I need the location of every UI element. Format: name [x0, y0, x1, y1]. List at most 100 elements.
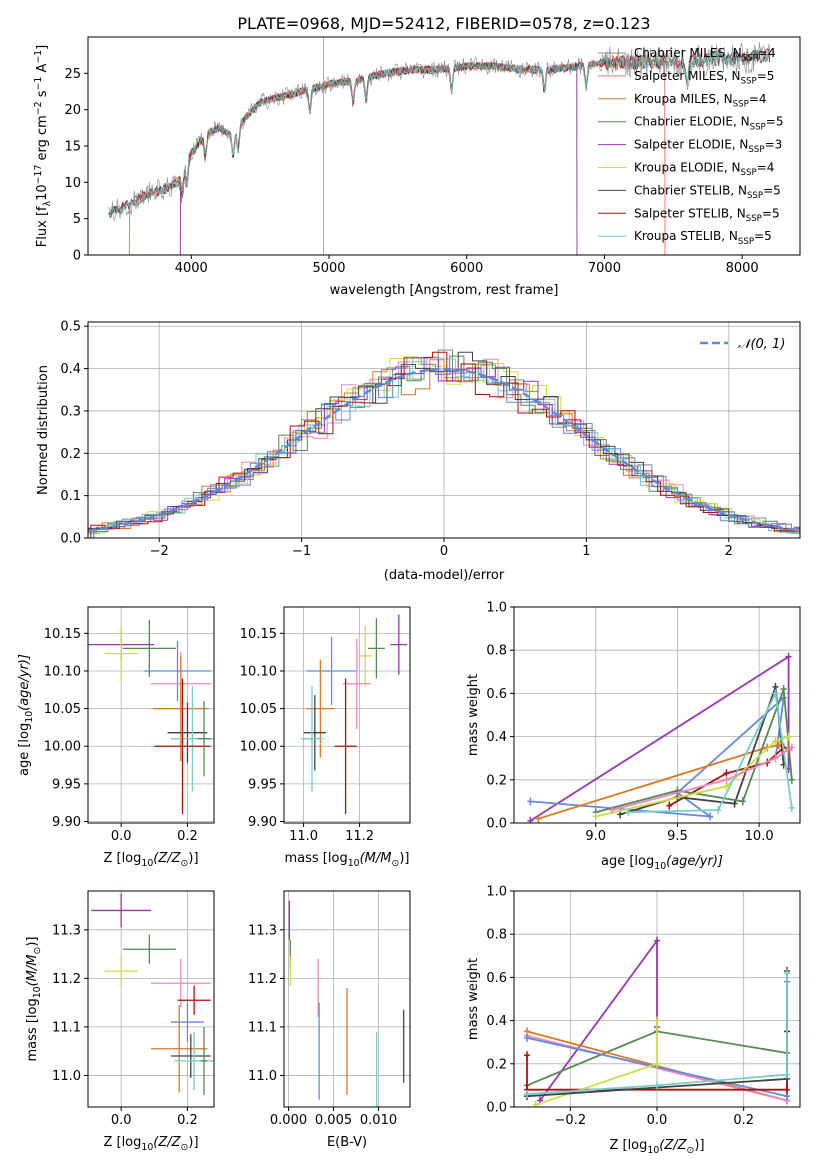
y-tick-label: 10.05: [240, 702, 277, 717]
label-part: Flux [f: [35, 206, 50, 247]
label-part: Salpeter STELIB, N: [634, 206, 746, 220]
y-tick-label: 0.2: [486, 773, 507, 788]
x-tick-label: 9.5: [667, 829, 688, 844]
y-tick-label: 9.95: [52, 777, 81, 792]
label-part: A: [35, 64, 50, 77]
x-axis-label: Z [log10(Z/Z⊙)]: [609, 1138, 704, 1156]
weight-line: [628, 690, 793, 814]
y-axis-label: mass weight: [466, 958, 481, 1040]
label-part: =5: [757, 69, 775, 83]
label-part: −1: [33, 77, 44, 91]
y-tick-label: 11.2: [52, 972, 81, 987]
x-tick-label: 6000: [450, 261, 483, 276]
x-axis-label: Z [log10(Z/Z⊙)]: [103, 851, 198, 869]
label-part: =4: [749, 92, 767, 106]
y-tick-label: 10.05: [44, 702, 81, 717]
y-axis-label: mass weight: [466, 674, 481, 756]
legend-label: Kroupa MILES, NSSP=4: [634, 92, 767, 110]
legend-label: Chabrier STELIB, NSSP=5: [634, 183, 781, 201]
label-part: Salpeter ELODIE, N: [634, 138, 748, 152]
y-tick-label: 10.10: [44, 664, 81, 679]
y-tick-label: 1.0: [486, 885, 507, 900]
gaussian-curve: [88, 367, 800, 532]
plot-content: [91, 893, 214, 1095]
label-part: (M/M: [25, 955, 40, 987]
plot-content: [300, 614, 408, 814]
axes-frame: [283, 890, 411, 1108]
label-part: Z [log: [103, 1135, 141, 1150]
x-tick-label: 0.010: [360, 1113, 397, 1128]
plot-area: [88, 607, 214, 823]
plot-content: [524, 936, 790, 1107]
label-part: (M/M: [360, 851, 392, 866]
y-tick-label: 11.1: [248, 1020, 277, 1035]
x-tick-label: 0.0: [111, 1113, 132, 1128]
x-tick-label: 5000: [312, 261, 345, 276]
label-part: mass [log: [25, 998, 40, 1061]
y-tick-label: 0.2: [60, 447, 81, 462]
y-tick-label: 10.10: [240, 664, 277, 679]
legend-label: Salpeter STELIB, NSSP=5: [634, 206, 780, 224]
label-part: =4: [757, 161, 775, 175]
label-part: SSP: [748, 145, 764, 155]
label-part: erg cm: [35, 115, 50, 164]
y-axis-label: mass [log10(M/M⊙)]: [25, 937, 43, 1062]
label-part: ⊙: [181, 858, 189, 869]
panel-age_vs_Z: 0.0 0.2 9.90 9.95 10.00 10.05 10.10 10.15 Z [log…: [17, 606, 215, 869]
panel-massweight_vs_age: 9.0 9.5 10.0 0.0 0.2 0.4 0.6 0.8 1.0 mass weight a…: [466, 601, 801, 872]
y-tick-label: 0.5: [60, 320, 81, 335]
label-part: SSP: [747, 191, 763, 201]
legend-label: 𝒩(0, 1): [738, 337, 785, 352]
y-tick-label: 0.4: [486, 730, 507, 745]
x-tick-label: 2: [725, 544, 733, 559]
panel-age_vs_mass: 11.0 11.2 9.90 9.95 10.00 10.05 10.10 10.15 mass…: [240, 606, 411, 869]
x-tick-label: 0.2: [177, 1113, 198, 1128]
label-part: mass [log: [285, 851, 348, 866]
y-tick-label: 9.90: [52, 815, 81, 830]
label-part: Z [log: [609, 1138, 647, 1153]
y-tick-label: 25: [64, 67, 81, 82]
label-part: 10: [141, 1142, 153, 1153]
y-tick-label: 11.3: [248, 923, 277, 938]
y-tick-label: 15: [64, 140, 81, 155]
y-tick-label: 10.15: [44, 627, 81, 642]
label-part: =5: [754, 229, 772, 243]
label-part: age [log: [17, 723, 32, 776]
label-part: ]: [35, 45, 50, 50]
x-tick-label: 0.2: [177, 829, 198, 844]
x-tick-label: 11.2: [345, 829, 374, 844]
histogram-step: [88, 351, 800, 538]
label-part: Kroupa STELIB, N: [634, 229, 738, 243]
plot-content: [108, 37, 771, 255]
legend-label: Chabrier ELODIE, NSSP=5: [634, 115, 783, 133]
x-axis-label: mass [log10(M/M⊙)]: [285, 851, 410, 869]
figure-title: PLATE=0968, MJD=52412, FIBERID=0578, z=0…: [237, 14, 650, 33]
y-tick-label: 11.2: [248, 972, 277, 987]
label-part: −17: [33, 165, 44, 185]
plot-area: [284, 607, 410, 823]
legend-label: Chabrier MILES, NSSP=4: [634, 46, 776, 64]
label-part: (Z/Z: [659, 1138, 687, 1153]
label-part: Chabrier ELODIE, N: [634, 115, 750, 129]
label-part: SSP: [741, 77, 757, 87]
panel-massweight_vs_Z: −0.2 0.0 0.2 0.0 0.2 0.4 0.6 0.8 1.0 mass weight Z…: [466, 885, 801, 1156]
label-part: SSP: [750, 122, 766, 132]
y-tick-label: 0.4: [60, 362, 81, 377]
label-part: SSP: [746, 214, 762, 224]
y-tick-label: 5: [73, 212, 81, 227]
label-part: =3: [765, 138, 783, 152]
x-tick-label: 0.005: [315, 1113, 352, 1128]
label-part: ⊙: [687, 1145, 695, 1156]
legend-label: Kroupa ELODIE, NSSP=4: [634, 161, 774, 179]
y-tick-label: 1.0: [486, 601, 507, 616]
x-tick-label: −2: [150, 544, 169, 559]
plot-area: [88, 891, 214, 1107]
plot-area: [514, 607, 800, 823]
axes-frame: [87, 890, 215, 1108]
x-axis-label: age [log10(age/yr)]: [601, 854, 723, 872]
label-part: Chabrier MILES, N: [634, 46, 742, 60]
y-tick-label: 9.95: [248, 777, 277, 792]
y-tick-label: 0.0: [486, 817, 507, 832]
weight-line: [611, 746, 793, 811]
y-tick-label: 0.8: [486, 928, 507, 943]
